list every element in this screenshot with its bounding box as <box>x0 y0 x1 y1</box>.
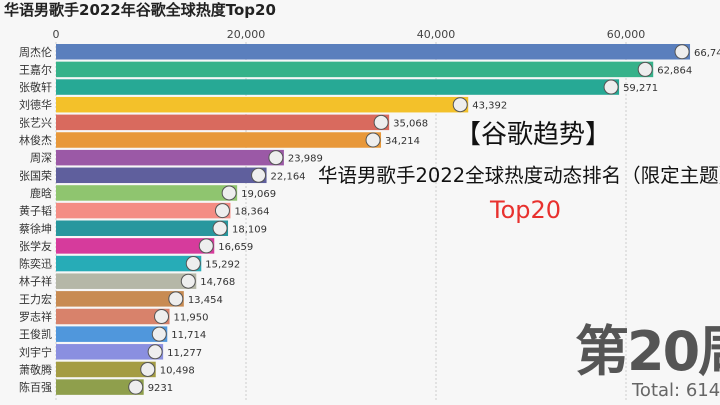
bar <box>56 273 197 289</box>
avatar-icon <box>180 273 196 289</box>
category-label: 陈奕迅 <box>19 257 52 271</box>
overlay-tag: Top20 <box>490 196 562 224</box>
category-label: 林子祥 <box>19 274 52 288</box>
value-label: 19,069 <box>241 189 276 200</box>
bar <box>56 167 267 184</box>
value-label: 35,068 <box>393 118 428 129</box>
avatar-icon <box>198 238 214 254</box>
bar <box>56 44 691 60</box>
avatar-icon <box>674 44 690 60</box>
overlay-subheading: 华语男歌手2022全球热度动态排名（限定主题） <box>318 164 720 187</box>
total-label: Total: 614 <box>632 380 720 401</box>
avatar-icon <box>147 344 163 360</box>
avatar-icon <box>365 132 381 148</box>
value-label: 10,498 <box>160 365 195 376</box>
avatar-icon <box>128 379 144 395</box>
avatar-icon <box>452 97 468 113</box>
bar <box>56 79 620 95</box>
avatar-icon <box>637 61 653 77</box>
value-label: 23,989 <box>288 154 323 165</box>
value-label: 18,109 <box>232 224 267 235</box>
x-tick-label: 40,000 <box>417 28 456 41</box>
category-label: 萧敬腾 <box>19 362 52 376</box>
bar <box>56 96 469 113</box>
avatar-icon <box>251 167 267 183</box>
category-label: 王力宏 <box>19 292 52 306</box>
x-tick-label: 60,000 <box>607 28 646 41</box>
bar <box>56 61 654 78</box>
bar <box>56 308 170 325</box>
value-label: 16,659 <box>218 242 253 253</box>
avatar-icon <box>168 291 184 307</box>
value-label: 15,292 <box>205 260 240 271</box>
bar <box>56 220 229 236</box>
avatar-icon <box>268 150 284 166</box>
category-label: 刘德华 <box>19 98 52 112</box>
category-label: 鹿晗 <box>30 186 52 200</box>
category-label: 罗志祥 <box>19 310 52 324</box>
avatar-icon <box>185 256 201 272</box>
value-label: 62,864 <box>657 65 692 76</box>
value-label: 11,950 <box>174 313 209 324</box>
value-label: 11,714 <box>171 330 206 341</box>
bar <box>56 379 144 395</box>
x-tick-label: 0 <box>53 28 60 41</box>
bar <box>56 361 156 378</box>
category-label: 周深 <box>30 152 52 165</box>
bar <box>56 202 231 219</box>
value-label: 59,271 <box>623 83 658 94</box>
value-label: 13,454 <box>188 295 223 306</box>
category-label: 陈百强 <box>19 380 52 394</box>
avatar-icon <box>214 203 230 219</box>
value-label: 66,740 <box>694 48 720 59</box>
value-label: 9231 <box>148 383 173 394</box>
value-label: 43,392 <box>472 101 507 112</box>
bar <box>56 114 390 131</box>
period-label: 第20周 <box>575 320 720 383</box>
category-label: 张学友 <box>19 239 52 253</box>
bar <box>56 185 238 201</box>
avatar-icon <box>373 114 389 130</box>
avatar-icon <box>154 309 170 324</box>
value-label: 14,768 <box>200 277 235 288</box>
bar <box>56 326 168 342</box>
x-tick-label: 20,000 <box>227 28 266 41</box>
avatar-icon <box>212 220 228 236</box>
bar <box>56 291 184 307</box>
chart-title: 华语男歌手2022年谷歌全球热度Top20 <box>4 1 276 19</box>
category-label: 张艺兴 <box>19 116 52 129</box>
category-label: 蔡徐坤 <box>19 221 52 235</box>
category-label: 张国荣 <box>19 169 52 182</box>
overlay-heading: 【谷歌趋势】 <box>455 120 612 150</box>
category-label: 黄子韬 <box>19 204 52 218</box>
category-label: 王俊凯 <box>19 327 52 341</box>
bar <box>56 132 382 148</box>
category-label: 王嘉尔 <box>19 62 52 76</box>
category-label: 林俊杰 <box>19 133 52 147</box>
avatar-icon <box>603 79 619 95</box>
category-label: 刘宇宁 <box>19 345 52 359</box>
avatar-icon <box>151 326 167 342</box>
bar <box>56 344 164 360</box>
bar <box>56 255 202 272</box>
avatar-icon <box>140 361 156 377</box>
value-label: 34,214 <box>385 136 420 147</box>
category-label: 周杰伦 <box>19 45 52 59</box>
bar <box>56 149 284 166</box>
value-label: 18,364 <box>234 207 269 218</box>
value-label: 22,164 <box>271 171 306 182</box>
bar <box>56 238 215 254</box>
value-label: 11,277 <box>167 348 202 359</box>
avatar-icon <box>221 185 237 201</box>
category-label: 张敬轩 <box>19 80 52 94</box>
